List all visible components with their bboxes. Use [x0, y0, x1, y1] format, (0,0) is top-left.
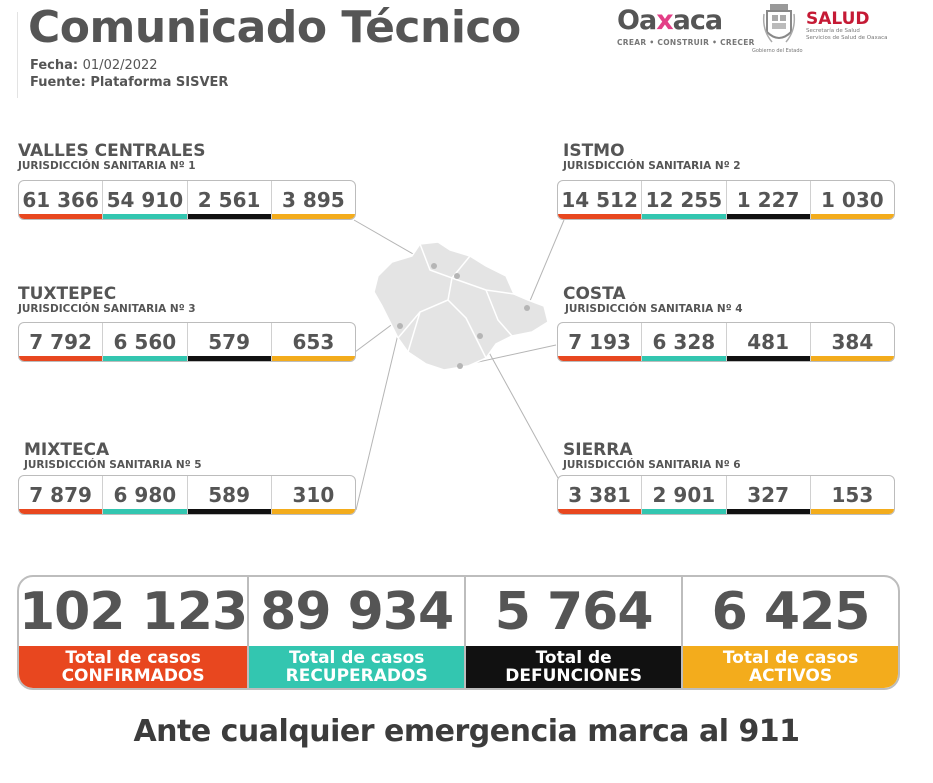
stat-confirmados: 3 381: [558, 476, 643, 514]
total-label: Total de DEFUNCIONES: [466, 646, 682, 688]
region-istmo: ISTMO JURISDICCIÓN SANITARIA Nº 2 14 512…: [557, 141, 897, 220]
total-value: 89 934: [260, 581, 454, 642]
stat-defunciones: 2 561: [187, 181, 272, 219]
total-value: 6 425: [711, 581, 871, 642]
region-stats: 7 792 6 560 579 653: [18, 322, 356, 362]
stat-defunciones: 579: [187, 323, 272, 361]
stat-recuperados: 6 328: [642, 323, 727, 361]
total-label: Total de casos RECUPERADOS: [249, 646, 465, 688]
region-jurisdiction: JURISDICCIÓN SANITARIA Nº 5: [24, 459, 202, 471]
stat-defunciones: 327: [726, 476, 811, 514]
stat-defunciones: 589: [187, 476, 272, 514]
oaxaca-logo-x: x: [656, 5, 673, 36]
total-label-line2: RECUPERADOS: [285, 666, 428, 686]
salud-sub-2: Servicios de Salud de Oaxaca: [806, 35, 888, 41]
region-borders: [397, 243, 515, 359]
region-tuxtepec: TUXTEPEC JURISDICCIÓN SANITARIA Nº 3 7 7…: [18, 284, 358, 362]
stat-recuperados: 54 910: [103, 181, 188, 219]
total-label-line2: CONFIRMADOS: [61, 666, 205, 686]
stat-confirmados: 7 193: [558, 323, 643, 361]
region-jurisdiction: JURISDICCIÓN SANITARIA Nº 2: [563, 160, 741, 172]
total-label-line1: Total de: [535, 648, 612, 668]
oaxaca-logo-text: Oa: [617, 5, 657, 36]
stat-activos: 153: [810, 476, 894, 514]
total-defunciones: 5 764 Total de DEFUNCIONES: [466, 577, 684, 688]
region-stats: 7 879 6 980 589 310: [18, 475, 356, 515]
region-stats: 14 512 12 255 1 227 1 030: [557, 180, 895, 220]
stat-activos: 653: [271, 323, 355, 361]
region-stats: 3 381 2 901 327 153: [557, 475, 895, 515]
state-seal-icon: [762, 4, 796, 43]
stat-defunciones: 1 227: [726, 181, 811, 219]
region-name: MIXTECA: [24, 440, 110, 460]
region-name: ISTMO: [563, 141, 625, 161]
region-jurisdiction: JURISDICCIÓN SANITARIA Nº 4: [565, 303, 743, 315]
region-stats: 61 366 54 910 2 561 3 895: [18, 180, 356, 220]
salud-sub-1: Secretaría de Salud: [806, 28, 860, 34]
region-name: VALLES CENTRALES: [18, 141, 206, 161]
stat-recuperados: 6 980: [103, 476, 188, 514]
total-value: 102 123: [19, 581, 248, 642]
region-name: COSTA: [563, 284, 626, 304]
total-label-line1: Total de casos: [65, 648, 201, 668]
region-stats: 7 193 6 328 481 384: [557, 322, 895, 362]
region-markers: [397, 263, 530, 369]
region-jurisdiction: JURISDICCIÓN SANITARIA Nº 3: [18, 303, 196, 315]
total-activos: 6 425 Total de casos ACTIVOS: [683, 577, 898, 688]
region-name: TUXTEPEC: [18, 284, 117, 304]
total-value: 5 764: [494, 581, 654, 642]
emergency-footer: Ante cualquier emergencia marca al 911: [133, 714, 800, 749]
stat-activos: 310: [271, 476, 355, 514]
salud-title: SALUD: [806, 9, 870, 29]
salud-logo: SALUD Secretaría de Salud Servicios de S…: [806, 10, 906, 42]
stat-activos: 1 030: [810, 181, 894, 219]
fecha-value: 01/02/2022: [82, 58, 158, 73]
region-jurisdiction: JURISDICCIÓN SANITARIA Nº 1: [18, 160, 196, 172]
fecha-label: Fecha:: [30, 58, 79, 73]
total-label-line1: Total de casos: [288, 648, 425, 668]
region-costa: COSTA JURISDICCIÓN SANITARIA Nº 4 7 193 …: [557, 284, 897, 362]
fecha-line: Fecha: 01/02/2022: [30, 58, 158, 73]
stat-confirmados: 7 879: [19, 476, 104, 514]
total-label-line2: ACTIVOS: [748, 666, 833, 686]
region-sierra: SIERRA JURISDICCIÓN SANITARIA Nº 6 3 381…: [557, 440, 897, 515]
oaxaca-logo-text-end: aca: [672, 5, 723, 36]
stat-recuperados: 2 901: [642, 476, 727, 514]
total-label-line1: Total de casos: [722, 648, 859, 668]
total-label-line2: DEFUNCIONES: [505, 666, 642, 686]
stat-defunciones: 481: [726, 323, 811, 361]
region-mixteca: MIXTECA JURISDICCIÓN SANITARIA Nº 5 7 87…: [18, 440, 358, 515]
total-label: Total de casos ACTIVOS: [683, 646, 898, 688]
total-recuperados: 89 934 Total de casos RECUPERADOS: [249, 577, 467, 688]
stat-activos: 3 895: [271, 181, 355, 219]
region-valles-centrales: VALLES CENTRALES JURISDICCIÓN SANITARIA …: [18, 141, 358, 220]
total-label: Total de casos CONFIRMADOS: [19, 646, 248, 688]
stat-activos: 384: [810, 323, 894, 361]
state-shape: [373, 241, 549, 371]
stat-confirmados: 7 792: [19, 323, 104, 361]
total-confirmados: 102 123 Total de casos CONFIRMADOS: [19, 577, 250, 688]
stat-recuperados: 12 255: [642, 181, 727, 219]
fuente-value: Plataforma SISVER: [90, 75, 229, 90]
fuente-line: Fuente: Plataforma SISVER: [30, 75, 228, 90]
header-divider: [17, 12, 18, 98]
oaxaca-tagline: CREAR • CONSTRUIR • CRECER: [617, 38, 755, 47]
region-name: SIERRA: [563, 440, 633, 460]
gobierno-label: Gobierno del Estado: [752, 48, 803, 54]
region-jurisdiction: JURISDICCIÓN SANITARIA Nº 6: [563, 459, 741, 471]
stat-confirmados: 61 366: [19, 181, 104, 219]
totals-panel: 102 123 Total de casos CONFIRMADOS 89 93…: [17, 575, 900, 690]
page-title: Comunicado Técnico: [28, 2, 521, 53]
stat-recuperados: 6 560: [103, 323, 188, 361]
stat-confirmados: 14 512: [558, 181, 643, 219]
oaxaca-logo: Oaxaca CREAR • CONSTRUIR • CRECER: [617, 4, 755, 56]
fuente-label: Fuente:: [30, 75, 86, 90]
